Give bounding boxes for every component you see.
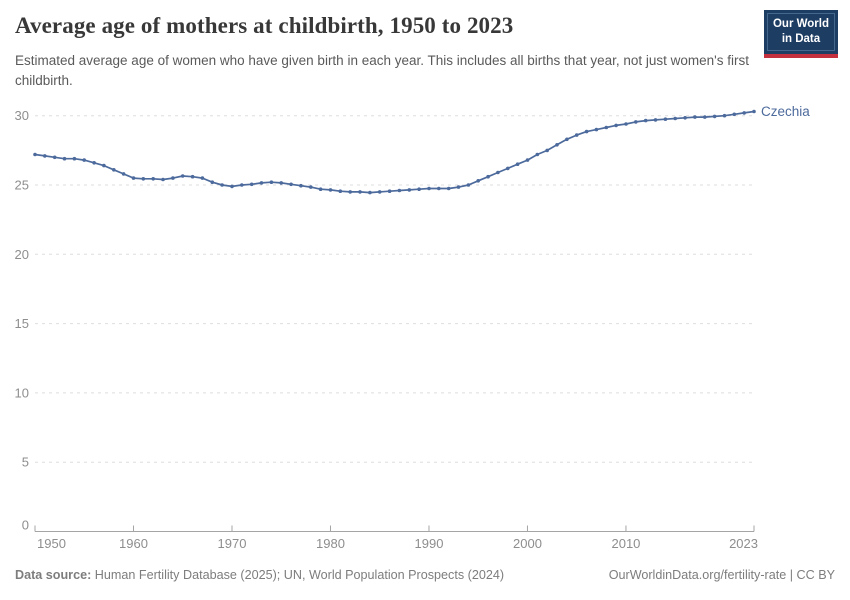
chart-footer: Data source: Human Fertility Database (2… <box>15 567 835 583</box>
svg-text:2023: 2023 <box>729 536 758 551</box>
page-title: Average age of mothers at childbirth, 19… <box>15 13 514 38</box>
data-source-label: Data source: <box>15 568 92 582</box>
svg-text:1990: 1990 <box>415 536 444 551</box>
y-gridlines <box>35 115 754 463</box>
svg-text:15: 15 <box>15 316 29 331</box>
data-source-note: Data source: Human Fertility Database (2… <box>15 567 504 583</box>
data-source-text: Human Fertility Database (2025); UN, Wor… <box>94 568 505 582</box>
svg-text:1960: 1960 <box>119 536 148 551</box>
svg-text:30: 30 <box>15 108 29 123</box>
chart-subtitle: Estimated average age of women who have … <box>15 53 749 88</box>
series-points-czechia[interactable] <box>33 109 756 195</box>
owid-logo-line1: Our World <box>772 18 829 30</box>
svg-text:10: 10 <box>15 385 29 400</box>
svg-text:1980: 1980 <box>316 536 345 551</box>
svg-text:20: 20 <box>15 247 29 262</box>
svg-text:25: 25 <box>15 178 29 193</box>
x-axis <box>34 525 755 532</box>
svg-text:1950: 1950 <box>37 536 66 551</box>
svg-text:2000: 2000 <box>513 536 542 551</box>
svg-text:1970: 1970 <box>218 536 247 551</box>
owid-logo-line2: in Data <box>781 32 821 45</box>
y-axis-labels: 0 5 10 15 20 25 30 <box>15 108 29 532</box>
svg-text:2010: 2010 <box>611 536 640 551</box>
entity-label-czechia[interactable]: Czechia <box>761 104 810 119</box>
svg-text:5: 5 <box>22 455 29 470</box>
svg-text:0: 0 <box>22 518 29 533</box>
owid-logo-text: Our World in Data <box>766 13 835 51</box>
x-axis-labels: 1950 1960 1970 1980 1990 2000 2010 2023 <box>37 536 758 551</box>
owid-logo[interactable]: Our World in Data <box>763 10 838 58</box>
license-link[interactable]: OurWorldinData.org/fertility-rate | CC B… <box>608 568 835 582</box>
